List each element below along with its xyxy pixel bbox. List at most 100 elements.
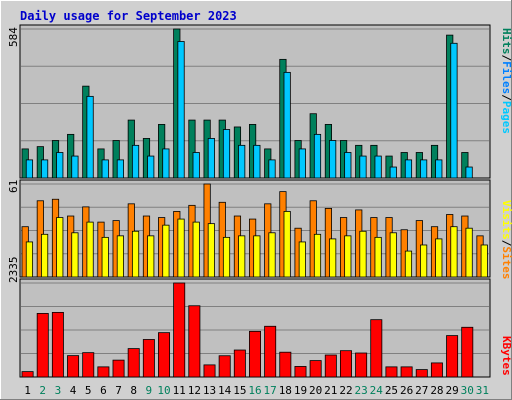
visits-y-max-label: 61 (7, 180, 20, 193)
kbytes-bar-kbytes-day-5 (82, 352, 95, 378)
visits-bar-visits-day-29 (450, 226, 458, 278)
visits-bar-visits-day-6 (101, 236, 109, 278)
day-label-24: 24 (370, 384, 384, 397)
day-label-20: 20 (309, 384, 322, 397)
hits-bar-files-day-6 (101, 159, 109, 179)
day-label-25: 25 (385, 384, 398, 397)
kbytes-bar-kbytes-day-12 (188, 305, 201, 378)
kbytes-bar-kbytes-day-24 (370, 319, 383, 378)
day-label-4: 4 (70, 384, 77, 397)
hits-bar-files-day-7 (116, 159, 124, 179)
day-label-22: 22 (339, 384, 352, 397)
chart-title: Daily usage for September 2023 (20, 9, 237, 23)
kbytes-bar-kbytes-day-18 (279, 351, 292, 378)
hits-bar-files-day-30 (465, 166, 473, 179)
kbytes-bar-kbytes-day-23 (355, 352, 368, 378)
kbytes-legend: KBytes (500, 336, 512, 376)
hits-bar-files-day-17 (268, 159, 276, 179)
day-label-21: 21 (324, 384, 337, 397)
visits-bar-visits-day-20 (313, 233, 322, 278)
visits-bar-visits-day-1 (25, 241, 34, 278)
kbytes-panel: 2335 (7, 257, 491, 378)
day-label-13: 13 (203, 384, 216, 397)
visits-bar-visits-day-18 (283, 211, 291, 278)
day-label-5: 5 (85, 384, 92, 397)
day-label-27: 27 (415, 384, 428, 397)
kbytes-bar-kbytes-day-27 (415, 369, 428, 378)
day-label-12: 12 (188, 384, 201, 397)
visits-bar-visits-day-27 (420, 244, 428, 278)
visits-panel: 61 (7, 179, 491, 278)
visits-bars (21, 183, 488, 278)
day-label-11: 11 (173, 384, 186, 397)
visits-bar-visits-day-22 (344, 235, 352, 278)
kbytes-bar-kbytes-day-13 (203, 364, 216, 378)
hits-bar-files-day-8 (131, 144, 140, 179)
day-label-3: 3 (55, 384, 62, 397)
day-label-19: 19 (294, 384, 307, 397)
legend-sep-1: / (500, 55, 512, 62)
hits-bar-files-day-26 (404, 159, 413, 179)
hits-y-max-label: 584 (7, 27, 20, 47)
visits-bar-visits-day-19 (298, 241, 306, 278)
hits-bar-files-day-16 (253, 144, 261, 179)
visits-bar-visits-day-25 (389, 232, 397, 278)
visits-bar-visits-day-13 (207, 223, 215, 278)
hits-bar-files-day-2 (41, 159, 49, 179)
visits-bar-visits-day-7 (116, 235, 124, 278)
legend-files: Files (500, 61, 512, 94)
day-label-17: 17 (264, 384, 277, 397)
day-label-6: 6 (100, 384, 107, 397)
visits-legend: Visits/Sites (500, 200, 512, 280)
visits-bar-visits-day-31 (480, 244, 488, 278)
visits-bar-visits-day-28 (435, 238, 443, 278)
kbytes-bar-kbytes-day-29 (446, 335, 459, 378)
hits-bar-files-day-4 (71, 155, 79, 179)
hits-bar-hits-day-12 (188, 119, 196, 179)
visits-bar-visits-day-14 (222, 236, 231, 278)
hits-bar-files-day-21 (329, 140, 337, 179)
kbytes-bar-kbytes-day-21 (324, 354, 337, 378)
kbytes-bar-kbytes-day-22 (339, 350, 352, 378)
kbytes-bar-kbytes-day-30 (461, 326, 474, 378)
hits-legend: Hits/Files/Pages (500, 28, 512, 134)
kbytes-bar-kbytes-day-20 (309, 360, 322, 378)
kbytes-bar-kbytes-day-6 (97, 366, 110, 378)
hits-bar-files-day-5 (86, 95, 94, 179)
legend-sites: Sites (500, 246, 512, 279)
hits-bar-files-day-24 (374, 155, 382, 179)
hits-bar-files-day-15 (238, 144, 246, 179)
hits-bar-files-day-13 (207, 138, 215, 179)
kbytes-bar-kbytes-day-4 (67, 355, 80, 378)
hits-bars (21, 28, 473, 179)
hits-bar-files-day-23 (359, 155, 367, 179)
hits-bar-files-day-19 (298, 148, 306, 179)
day-label-2: 2 (39, 384, 46, 397)
kbytes-bar-kbytes-day-14 (218, 355, 231, 378)
day-label-1: 1 (24, 384, 31, 397)
hits-bar-files-day-1 (25, 159, 34, 179)
hits-bar-hits-day-7 (112, 140, 120, 179)
visits-bar-visits-day-15 (238, 235, 246, 278)
kbytes-bar-kbytes-day-16 (249, 330, 261, 378)
visits-bar-visits-day-24 (374, 236, 382, 278)
hits-bar-files-day-29 (450, 42, 458, 179)
day-label-15: 15 (233, 384, 246, 397)
hits-bar-files-day-18 (283, 71, 291, 179)
legend-visits: Visits (500, 200, 512, 240)
kbytes-bar-kbytes-day-25 (385, 366, 398, 378)
kbytes-y-max-label: 2335 (7, 257, 20, 284)
hits-bar-files-day-9 (147, 155, 155, 179)
visits-bar-visits-day-9 (147, 235, 155, 278)
day-label-9: 9 (146, 384, 153, 397)
hits-bar-files-day-14 (222, 129, 231, 179)
kbytes-bars (21, 282, 474, 378)
visits-bar-visits-day-16 (253, 235, 261, 278)
kbytes-bar-kbytes-day-26 (400, 366, 413, 378)
day-label-26: 26 (400, 384, 413, 397)
hits-bar-files-day-20 (313, 133, 322, 179)
hits-bar-hits-day-30 (461, 152, 469, 179)
day-label-31: 31 (476, 384, 489, 397)
visits-bar-visits-day-5 (86, 221, 94, 278)
